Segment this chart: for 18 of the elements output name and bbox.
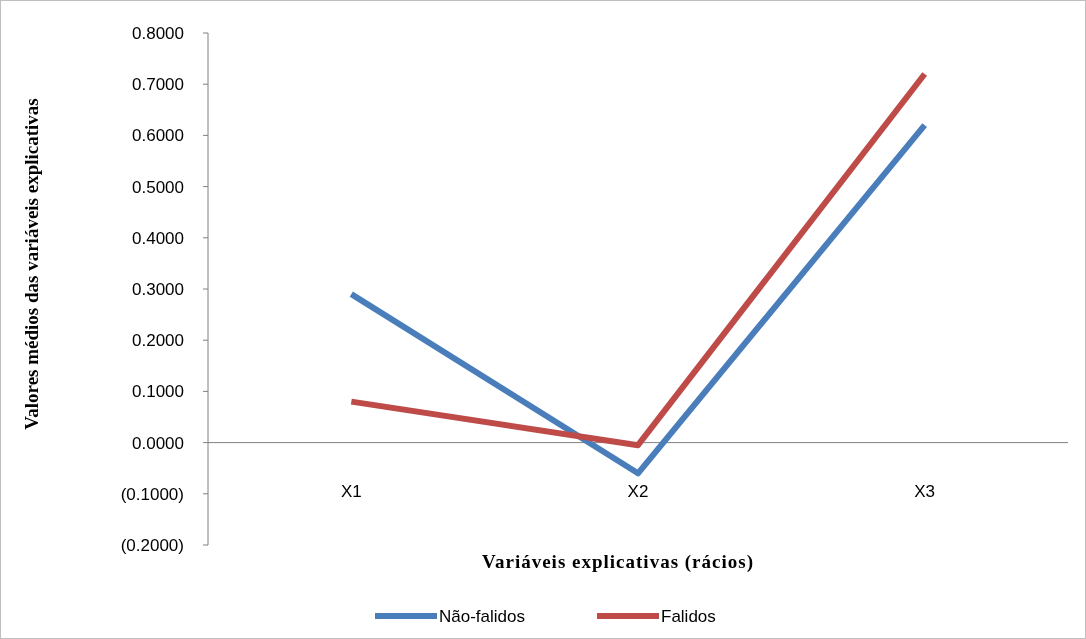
x-axis-title: Variáveis explicativas (rácios) <box>482 551 754 573</box>
x-tick-label: X1 <box>340 481 362 501</box>
y-tick-label: 0.6000 <box>132 126 184 146</box>
legend-label: Não-falidos <box>439 606 525 626</box>
y-tick-label: (0.2000) <box>120 535 184 555</box>
legend-label: Falidos <box>661 606 716 626</box>
y-tick-label: 0.5000 <box>132 177 184 197</box>
y-tick-label: 0.3000 <box>132 279 184 299</box>
y-tick-label: (0.1000) <box>120 484 184 504</box>
y-tick-label: 0.1000 <box>132 382 184 402</box>
y-tick-label: 0.7000 <box>132 75 184 95</box>
y-tick-label: 0.2000 <box>132 331 184 351</box>
y-axis-title: Valores médios das variáveis explicativas <box>21 98 42 430</box>
y-tick-label: 0.0000 <box>132 433 184 453</box>
x-tick-label: X2 <box>627 481 649 501</box>
x-tick-label: X3 <box>914 481 936 501</box>
y-tick-label: 0.8000 <box>132 23 184 43</box>
y-tick-label: 0.4000 <box>132 228 184 248</box>
